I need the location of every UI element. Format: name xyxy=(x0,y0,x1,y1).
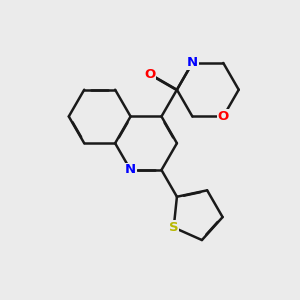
Text: N: N xyxy=(125,164,136,176)
Text: S: S xyxy=(169,221,178,234)
Text: O: O xyxy=(145,68,156,81)
Text: N: N xyxy=(187,56,198,70)
Text: O: O xyxy=(218,110,229,123)
